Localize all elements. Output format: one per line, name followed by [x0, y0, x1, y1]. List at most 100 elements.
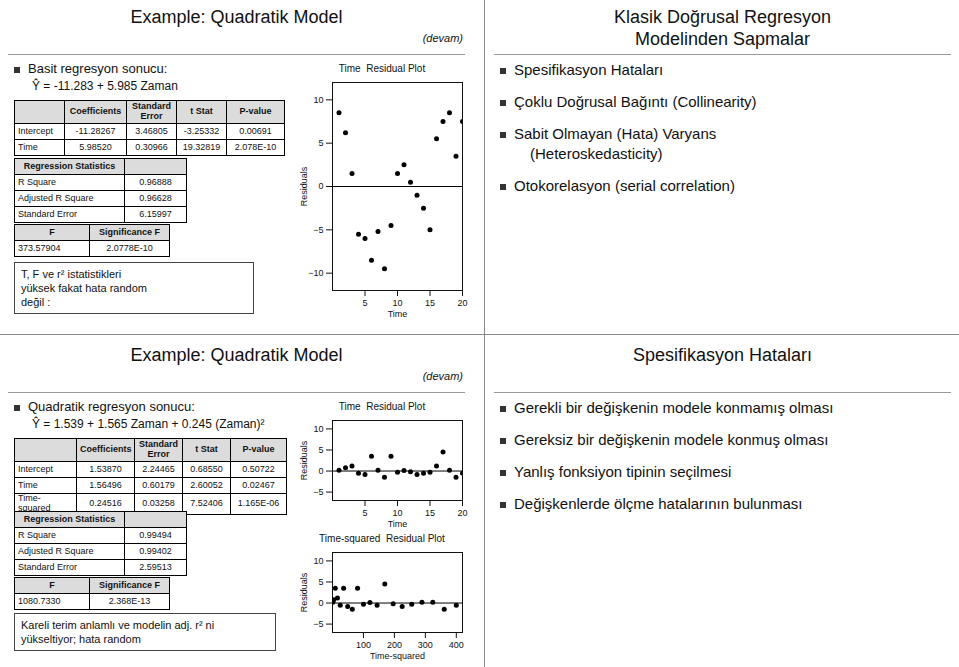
html-text:0.24516: 0.24516 — [89, 497, 122, 508]
html-text:Değişkenlerde ölçme hatalarını: Değişkenlerde ölçme hatalarının bulunmas… — [514, 495, 803, 512]
svg-text:Time: Time — [388, 309, 408, 319]
html-text:(Heteroskedasticity): (Heteroskedasticity) — [530, 145, 663, 162]
svg-text:−10: −10 — [308, 268, 323, 278]
html-text:Yanlış fonksiyon tipinin seçil: Yanlış fonksiyon tipinin seçilmesi — [514, 463, 732, 480]
html-text:Significance F: Significance F — [99, 226, 160, 237]
svg-text:10: 10 — [313, 95, 323, 105]
html-text:Gerekli bir değişkenin modele: Gerekli bir değişkenin modele konmamış o… — [514, 399, 834, 416]
html-text:2.368E-13: 2.368E-13 — [108, 595, 151, 606]
html-text:0.99402: 0.99402 — [139, 545, 172, 556]
html-text:Time: Time — [18, 141, 38, 152]
html-text:Çoklu Doğrusal Bağıntı (Collin: Çoklu Doğrusal Bağıntı (Collinearity) — [514, 93, 757, 110]
html-text:Klasik Doğrusal Regresyon Mode: Klasik Doğrusal Regresyon Modelinden Sap… — [613, 7, 831, 49]
html-text:0.96628: 0.96628 — [139, 192, 172, 203]
html-text:R Square: R Square — [18, 176, 56, 187]
html-text:0.96888: 0.96888 — [139, 176, 172, 187]
svg-text:20: 20 — [457, 508, 467, 518]
html-text:3.46805: 3.46805 — [135, 125, 168, 136]
svg-text:100: 100 — [356, 640, 371, 650]
html-text:Time-squared: Time-squared — [18, 493, 51, 513]
svg-text:10: 10 — [313, 556, 323, 566]
html-text:1.165E-06: 1.165E-06 — [237, 497, 280, 508]
html-text:0.68550: 0.68550 — [190, 463, 223, 474]
html-text:5.98520: 5.98520 — [79, 141, 112, 152]
html-text:7.52406: 7.52406 — [190, 497, 223, 508]
svg-text:300: 300 — [418, 640, 433, 650]
html-text:Quadratik regresyon sonucu:: Quadratik regresyon sonucu: — [28, 399, 195, 414]
svg-text:−5: −5 — [313, 487, 323, 497]
svg-text:0: 0 — [318, 598, 323, 608]
svg-text:−5: −5 — [313, 619, 323, 629]
html-text:Example: Quadratik Model: Example: Quadratik Model — [130, 7, 343, 27]
html-text:Sabit Olmayan (Hata) Varyans: Sabit Olmayan (Hata) Varyans — [514, 125, 717, 142]
svg-text:10: 10 — [392, 508, 402, 518]
html-text:(devam): (devam) — [422, 370, 463, 382]
svg-text:Residuals: Residuals — [299, 166, 309, 206]
svg-text:5: 5 — [362, 298, 367, 308]
html-text:Intercept: Intercept — [18, 125, 53, 136]
html-text:Standard Error: Standard Error — [18, 561, 77, 572]
html-text:Intercept: Intercept — [18, 463, 53, 474]
html-text:R Square: R Square — [18, 529, 56, 540]
svg-text:0: 0 — [318, 466, 323, 476]
html-text:(devam): (devam) — [422, 32, 463, 44]
html-text:Time Residual Plot: Time Residual Plot — [338, 63, 426, 74]
svg-text:5: 5 — [318, 138, 323, 148]
html-text:Significance F: Significance F — [99, 579, 160, 590]
svg-text:Residuals: Residuals — [299, 440, 309, 480]
html-text:1080.7330: 1080.7330 — [18, 595, 61, 606]
html-text:Spesifikasyon Hataları: Spesifikasyon Hataları — [633, 345, 812, 365]
html-text:T, F ve r² istatistikleri yüks: T, F ve r² istatistikleri yüksek fakat h… — [21, 268, 147, 308]
html-text:Example: Quadratik Model: Example: Quadratik Model — [130, 345, 343, 365]
html-text:Adjusted R Square: Adjusted R Square — [18, 192, 94, 203]
svg-text:Residuals: Residuals — [299, 572, 309, 612]
html-text:Regression Statistics: Regression Statistics — [23, 160, 116, 171]
html-text:Regression Statistics: Regression Statistics — [23, 513, 116, 524]
svg-text:15: 15 — [425, 298, 435, 308]
html-text:19.32819: 19.32819 — [182, 141, 221, 152]
html-text:0.30966: 0.30966 — [135, 141, 168, 152]
html-text:2.59513: 2.59513 — [139, 561, 172, 572]
html-text:1.53870: 1.53870 — [89, 463, 122, 474]
html-text:Ŷ = -11.283 + 5.985 Zaman: Ŷ = -11.283 + 5.985 Zaman — [32, 79, 178, 93]
html-text:Standard Error: Standard Error — [18, 208, 77, 219]
html-text:6.15997: 6.15997 — [139, 208, 172, 219]
svg-text:5: 5 — [318, 445, 323, 455]
html-text:0.60179: 0.60179 — [142, 479, 175, 490]
svg-text:5: 5 — [362, 508, 367, 518]
svg-text:Time-squared: Time-squared — [370, 651, 425, 661]
svg-text:20: 20 — [457, 298, 467, 308]
html-text:Basit regresyon sonucu:: Basit regresyon sonucu: — [28, 61, 168, 76]
html-text:Time: Time — [18, 479, 38, 490]
html-text:0.03258: 0.03258 — [142, 497, 175, 508]
html-text:Gereksiz bir değişkenin modele: Gereksiz bir değişkenin modele konmuş ol… — [514, 431, 829, 448]
html-text:2.60052: 2.60052 — [190, 479, 223, 490]
svg-text:15: 15 — [425, 508, 435, 518]
svg-text:−5: −5 — [313, 225, 323, 235]
html-text:Spesifikasyon Hataları: Spesifikasyon Hataları — [514, 61, 664, 78]
html-text:0.99494: 0.99494 — [139, 529, 172, 540]
svg-text:10: 10 — [392, 298, 402, 308]
html-text:2.24465: 2.24465 — [142, 463, 175, 474]
svg-text:0: 0 — [318, 181, 323, 191]
html-text:Adjusted R Square: Adjusted R Square — [18, 545, 94, 556]
html-text:Standard Error: Standard Error — [139, 439, 178, 459]
html-text:373.57904: 373.57904 — [18, 242, 61, 253]
html-text:0.50722: 0.50722 — [242, 463, 275, 474]
html-text:Standard Error: Standard Error — [132, 101, 171, 121]
html-text:Otokorelasyon (serial correlat: Otokorelasyon (serial correlation) — [514, 177, 735, 194]
html-text:0.00691: 0.00691 — [239, 125, 272, 136]
svg-text:5: 5 — [318, 577, 323, 587]
html-text:-11.28267: -11.28267 — [75, 125, 116, 136]
svg-text:200: 200 — [387, 640, 402, 650]
html-text:1.56496: 1.56496 — [89, 479, 122, 490]
html-text:Ŷ = 1.539 + 1.565 Zaman + 0.24: Ŷ = 1.539 + 1.565 Zaman + 0.245 (Zaman)² — [32, 417, 265, 431]
html-text:-3.25332: -3.25332 — [183, 125, 220, 136]
svg-text:400: 400 — [449, 640, 464, 650]
html-text:Kareli terim anlamlı ve modeli: Kareli terim anlamlı ve modelin adj. r² … — [21, 619, 215, 645]
svg-text:10: 10 — [313, 424, 323, 434]
html-text:2.0778E-10: 2.0778E-10 — [106, 242, 153, 253]
html-text:0.02467: 0.02467 — [242, 479, 275, 490]
svg-text:Time: Time — [388, 519, 408, 529]
html-text:2.078E-10: 2.078E-10 — [234, 141, 277, 152]
